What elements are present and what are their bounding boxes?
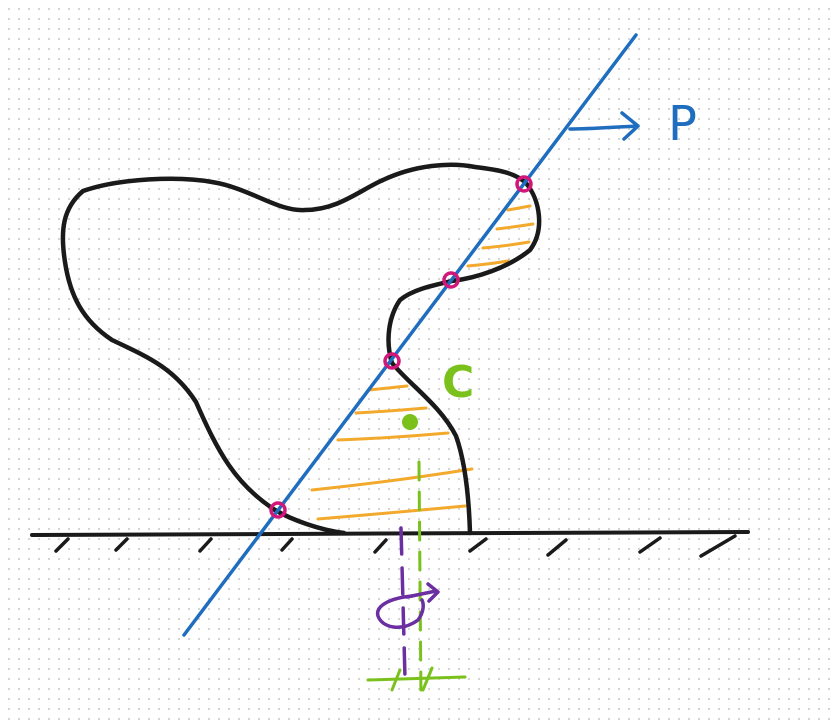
ground-hatch (114, 537, 129, 552)
ground-hatch (638, 536, 662, 554)
intersection-point (383, 352, 401, 370)
pivot-dashed-line (399, 526, 407, 680)
line-p-label: P (668, 96, 697, 152)
intersection-point (269, 501, 287, 519)
moment-arc (375, 594, 425, 629)
centroid-dashed-line (417, 460, 423, 702)
intersection-points (269, 175, 533, 519)
ground-hatch (54, 537, 70, 553)
hatch-stroke (336, 431, 450, 442)
hatch-stroke (316, 504, 467, 521)
hatch-stroke (367, 384, 409, 392)
ground-hatch (373, 538, 388, 554)
hatch-stroke (310, 467, 474, 492)
ground-line (30, 530, 750, 537)
centroid-dot (402, 414, 418, 430)
centroid-ground-line (366, 675, 467, 682)
hatch-stroke (495, 222, 535, 231)
hatch-stroke (506, 204, 532, 212)
ground-hatch (546, 538, 568, 557)
line-p (182, 33, 638, 637)
centroid-label: C (442, 357, 474, 408)
hatch-region (310, 204, 535, 521)
ground-hatch (468, 537, 488, 553)
moment-arrow-icon (405, 582, 440, 603)
centroid-tick (390, 666, 434, 692)
ground-hatch (198, 537, 213, 553)
hatch-stroke (354, 406, 428, 415)
blob-outline (60, 162, 542, 536)
hatch-stroke (466, 259, 510, 268)
blob-base (272, 507, 347, 536)
hatch-stroke (481, 240, 531, 250)
ground-hatch (699, 534, 737, 558)
intersection-point (442, 271, 460, 289)
line-p-arrow (568, 111, 640, 141)
ground (30, 530, 750, 558)
ground-hatch (280, 537, 294, 552)
intersection-point (515, 175, 533, 193)
